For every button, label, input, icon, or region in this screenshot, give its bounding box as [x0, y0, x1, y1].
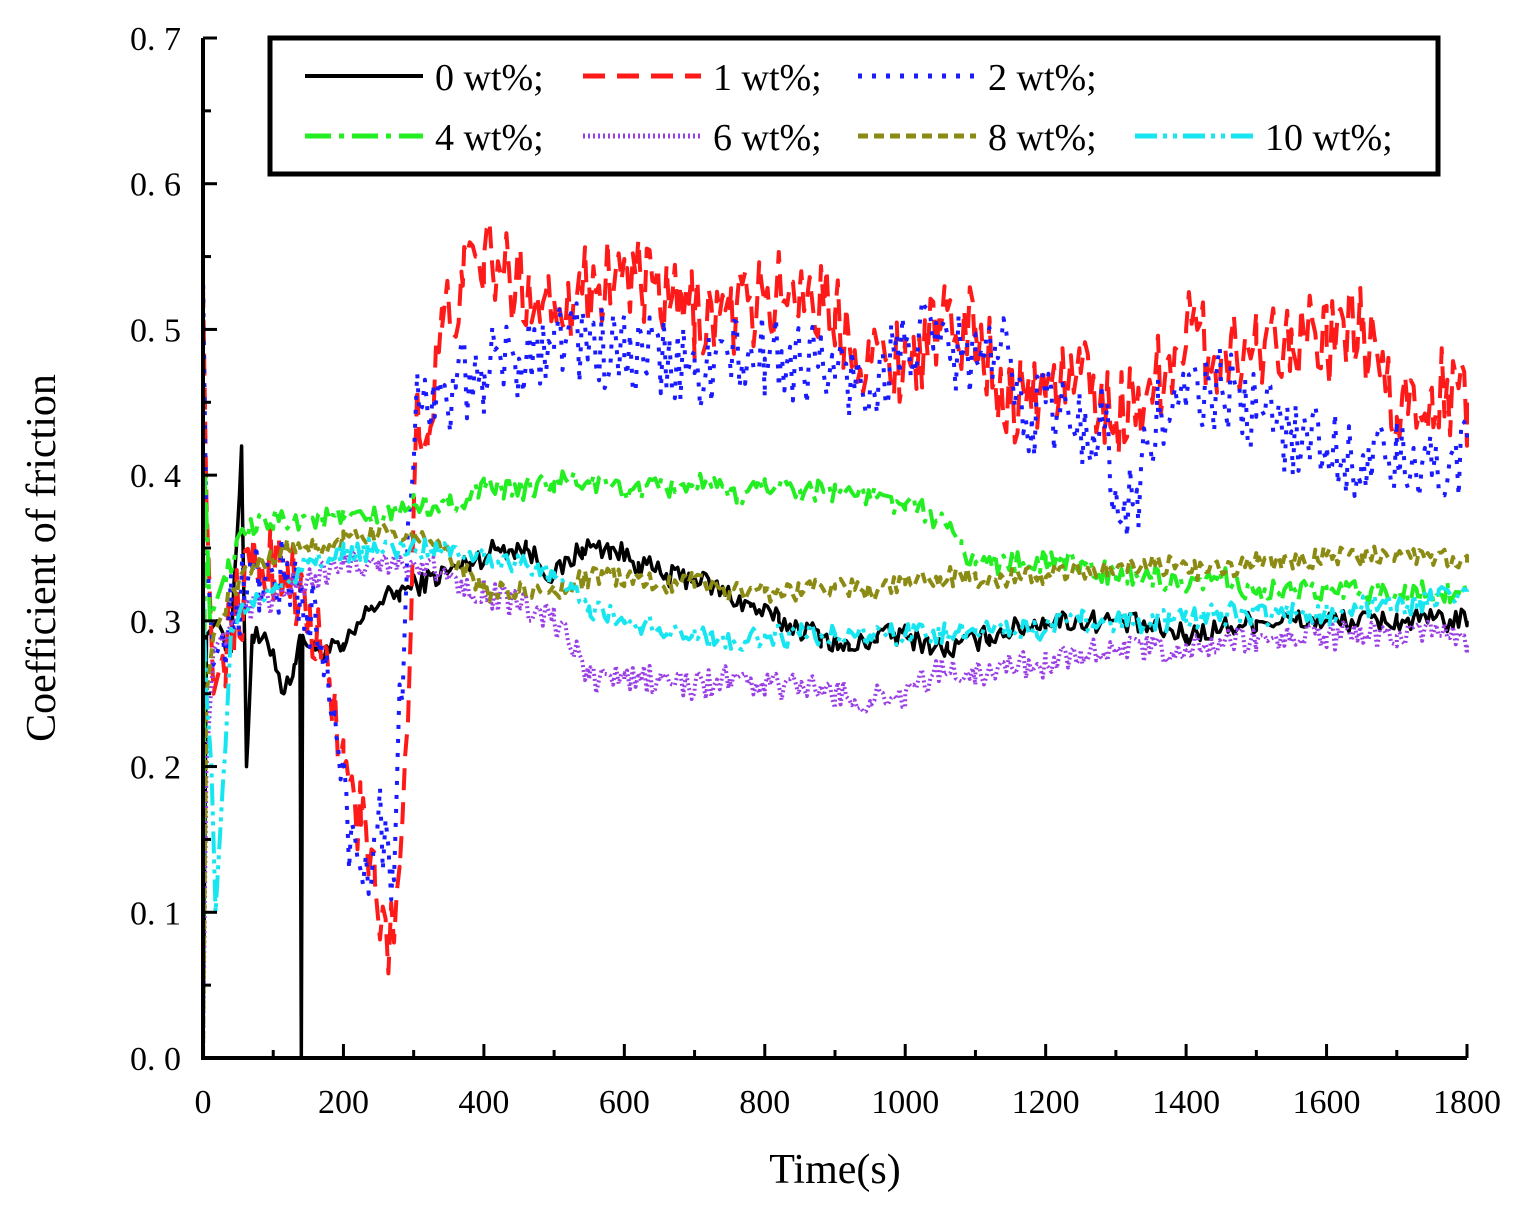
y-tick-label: 0. 3: [130, 604, 181, 641]
legend-label: 4 wt%;: [435, 117, 544, 159]
legend-label: 8 wt%;: [988, 117, 1097, 159]
y-tick-label: 0. 0: [130, 1041, 181, 1078]
legend-label: 2 wt%;: [988, 57, 1097, 99]
x-axis-title: Time(s): [769, 1147, 900, 1193]
x-tick-label: 400: [458, 1084, 509, 1121]
x-tick-label: 1200: [1012, 1084, 1080, 1121]
legend-label: 10 wt%;: [1265, 117, 1393, 159]
x-tick-label: 800: [739, 1084, 790, 1121]
y-tick-label: 0. 2: [130, 750, 181, 787]
series-line: [201, 444, 1469, 1060]
legend-label: 6 wt%;: [713, 117, 822, 159]
series-line: [201, 536, 1469, 915]
x-tick-label: 600: [599, 1084, 650, 1121]
legend-box: [267, 35, 1441, 177]
legend-label: 0 wt%;: [435, 57, 544, 99]
y-tick-label: 0. 7: [130, 21, 181, 58]
y-tick-label: 0. 5: [130, 312, 181, 349]
series-line: [201, 521, 1469, 1059]
x-tick-label: 1600: [1293, 1084, 1361, 1121]
y-tick-label: 0. 1: [130, 895, 181, 932]
y-tick-label: 0. 6: [130, 167, 181, 204]
x-tick-label: 1000: [871, 1084, 939, 1121]
x-tick-label: 1400: [1152, 1084, 1220, 1121]
tick-layer: 0 200 400 600 800 1000 1200 1400 1600 1800 0. 0 0. …: [130, 21, 1501, 1121]
x-tick-label: 0: [195, 1084, 212, 1121]
series-line: [201, 469, 1469, 1059]
y-axis-title: Coefficient of friction: [19, 374, 65, 742]
legend: 0 wt%; 1 wt%; 2 wt%; 4 wt%; 6 wt%; 8 wt%; 10 w…: [267, 35, 1441, 177]
series-layer: [201, 219, 1469, 1060]
series-line: [201, 548, 1469, 1059]
x-tick-label: 200: [318, 1084, 369, 1121]
x-tick-label: 1800: [1433, 1084, 1501, 1121]
y-tick-label: 0. 4: [130, 458, 181, 495]
series-line: [201, 219, 1469, 976]
legend-label: 1 wt%;: [713, 57, 822, 99]
